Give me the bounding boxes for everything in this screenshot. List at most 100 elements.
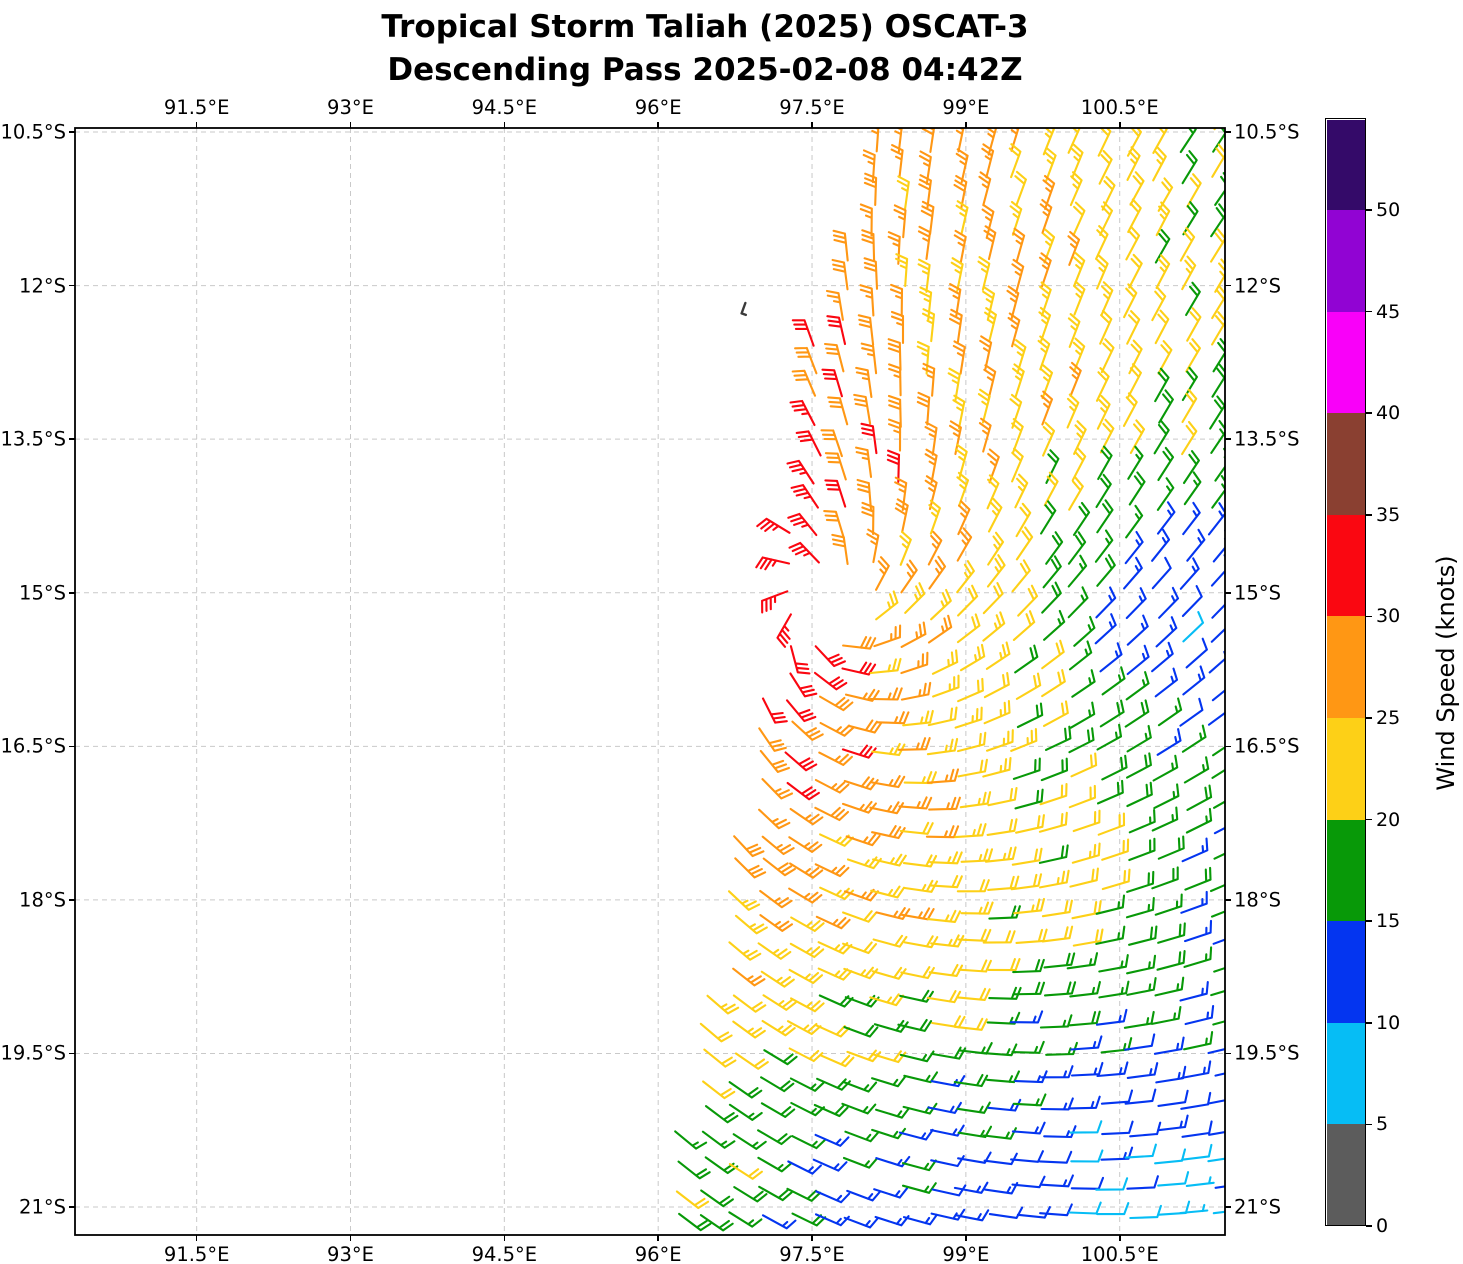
wind-barb <box>1017 584 1039 617</box>
wind-barb <box>1182 501 1201 536</box>
colorbar-tick-mark <box>1366 310 1372 313</box>
wind-barb <box>818 695 854 712</box>
wind-barb <box>1214 447 1225 482</box>
wind-barb <box>1012 227 1026 263</box>
wind-barb <box>1185 807 1213 834</box>
wind-barb <box>728 941 762 961</box>
wind-barb <box>987 875 1020 891</box>
x-tick-label-bottom: 100.5°E <box>1080 1243 1159 1264</box>
wind-barb <box>1016 702 1044 729</box>
wind-barb <box>954 1209 990 1222</box>
wind-barb <box>887 231 901 265</box>
wind-barb <box>756 517 791 534</box>
wind-barb <box>791 1135 826 1150</box>
wind-barb <box>1155 254 1171 289</box>
wind-barb <box>786 1187 822 1202</box>
wind-barb <box>983 699 1011 725</box>
wind-barb <box>926 737 959 756</box>
wind-barb <box>1096 394 1111 430</box>
wind-barb <box>1100 338 1115 374</box>
wind-barb <box>1183 471 1202 506</box>
wind-barb <box>950 257 964 292</box>
wind-barb <box>1038 252 1052 288</box>
wind-barb <box>1155 201 1171 237</box>
wind-barb <box>1126 724 1152 753</box>
wind-barb <box>1096 499 1114 534</box>
wind-barb <box>1213 852 1225 860</box>
colorbar-band <box>1327 311 1366 414</box>
wind-barb <box>859 284 875 317</box>
wind-barb <box>1211 768 1225 779</box>
x-tick-label-bottom: 94.5°E <box>471 1243 538 1264</box>
wind-barb <box>956 613 981 644</box>
wind-barb <box>862 149 876 184</box>
wind-barb <box>1045 531 1064 565</box>
wind-barb <box>733 1186 768 1203</box>
y-tick-mark <box>69 284 75 287</box>
wind-barb <box>703 1048 737 1068</box>
wind-barb <box>982 582 1004 615</box>
wind-barb <box>1043 471 1059 507</box>
wind-barb <box>869 993 905 1007</box>
x-tick-mark <box>349 1235 352 1241</box>
wind-barb <box>1126 1062 1159 1079</box>
wind-barb <box>733 835 765 858</box>
wind-barb <box>1096 254 1109 290</box>
wind-barb <box>904 582 926 614</box>
wind-barb <box>1039 1203 1073 1217</box>
wind-barb <box>918 150 932 185</box>
wind-barb <box>1184 866 1212 891</box>
wind-barb <box>1098 980 1130 999</box>
wind-barb <box>825 289 844 321</box>
colorbar-tick-label: 30 <box>1376 605 1401 628</box>
wind-barb <box>1097 445 1113 481</box>
wind-barb <box>956 560 975 594</box>
wind-barb <box>1181 837 1209 863</box>
wind-barb <box>1179 980 1209 1002</box>
wind-barb <box>869 687 903 701</box>
wind-barb <box>1129 419 1146 454</box>
wind-barb <box>1125 897 1155 919</box>
wind-barb <box>1158 389 1174 424</box>
wind-barb <box>893 204 907 239</box>
wind-barb <box>864 93 875 125</box>
wind-barb <box>1152 146 1167 182</box>
wind-barb <box>734 914 768 935</box>
wind-barb <box>732 1020 766 1039</box>
colorbar-tick-label: 20 <box>1376 808 1401 831</box>
wind-barb <box>761 1019 796 1037</box>
wind-barb <box>1181 366 1198 402</box>
wind-barb <box>760 970 795 988</box>
y-tick-mark <box>1225 745 1231 748</box>
wind-barb <box>699 1214 734 1232</box>
wind-barb <box>1010 728 1038 752</box>
wind-barb <box>1211 689 1225 702</box>
wind-barb <box>847 719 883 734</box>
wind-barb <box>861 229 876 263</box>
wind-barb <box>1124 699 1150 728</box>
wind-barb <box>866 528 880 564</box>
x-tick-label-bottom: 91.5°E <box>163 1243 230 1264</box>
wind-barb <box>1038 811 1068 833</box>
wind-barb <box>986 1070 1020 1084</box>
wind-barb <box>903 935 939 949</box>
wind-barb <box>1156 501 1176 535</box>
wind-barb <box>897 1018 933 1032</box>
wind-barb <box>924 475 938 511</box>
colorbar-tick-mark <box>1366 1022 1372 1024</box>
wind-barb <box>1072 337 1086 373</box>
wind-barb <box>1154 1148 1187 1165</box>
x-tick-mark <box>657 122 659 128</box>
wind-barb <box>1214 172 1225 206</box>
wind-barb <box>1213 826 1225 835</box>
wind-barb <box>1068 727 1095 754</box>
wind-barb <box>1185 1176 1215 1187</box>
wind-barb <box>699 1022 733 1043</box>
wind-barb <box>875 590 899 621</box>
wind-barb <box>702 1080 736 1100</box>
wind-barb <box>1041 639 1065 670</box>
wind-barb <box>1214 1072 1225 1077</box>
wind-barb <box>959 791 992 809</box>
y-tick-mark <box>1225 591 1231 594</box>
x-tick-mark <box>1118 122 1121 128</box>
